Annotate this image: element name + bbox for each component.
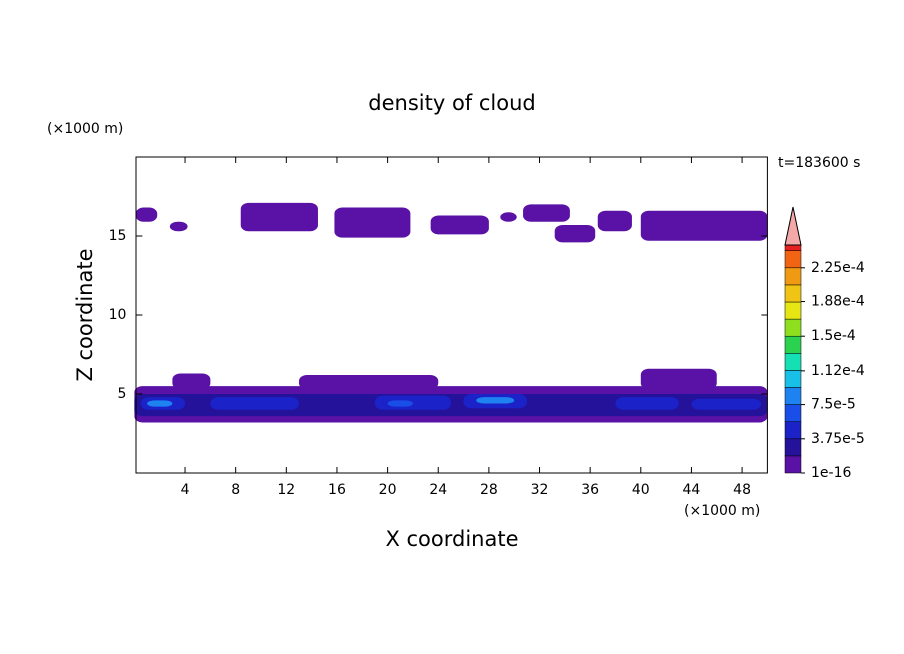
y-tick-label: 5 <box>117 386 126 402</box>
contour-region <box>523 204 570 222</box>
y-axis-label: Z coordinate <box>73 248 97 381</box>
contour-region <box>240 202 318 232</box>
colorbar-tick-label: 3.75e-5 <box>811 431 865 447</box>
colorbar-band <box>784 267 802 286</box>
colorbar-band <box>784 455 802 474</box>
colorbar-band <box>784 421 802 440</box>
x-tick-label: 36 <box>581 482 599 498</box>
x-tick-label: 40 <box>632 482 650 498</box>
contour-region <box>334 207 411 238</box>
contour-region <box>640 210 768 241</box>
contour-region <box>691 398 762 410</box>
colorbar-band <box>784 404 802 422</box>
contour-region <box>430 215 489 235</box>
contour-region <box>147 400 173 407</box>
contour-region <box>597 210 632 232</box>
colorbar-tick-label: 2.25e-4 <box>811 260 865 276</box>
colorbar-band <box>784 335 802 354</box>
colorbar-band <box>784 318 802 337</box>
colorbar-band <box>784 250 802 269</box>
colorbar-band <box>784 387 802 405</box>
contour-region <box>298 375 439 390</box>
plot-frame <box>135 156 768 474</box>
x-tick-label: 24 <box>429 482 447 498</box>
colorbar-tick-label: 1.12e-4 <box>811 363 865 379</box>
x-unit: (×1000 m) <box>684 503 760 519</box>
contour-region <box>210 397 299 410</box>
colorbar-band <box>784 370 802 388</box>
contour-region <box>640 368 717 390</box>
contour-region <box>374 395 451 410</box>
colorbar-extend <box>784 206 802 246</box>
x-tick-label: 12 <box>277 482 295 498</box>
y-tick-label: 15 <box>109 228 127 244</box>
y-unit: (×1000 m) <box>47 121 123 137</box>
colorbar-tick-label: 1.5e-4 <box>811 328 856 344</box>
colorbar-tick-label: 7.5e-5 <box>811 397 856 413</box>
x-tick-label: 44 <box>683 482 701 498</box>
contour-region <box>554 224 596 243</box>
colorbar-band <box>784 438 802 457</box>
contour-region <box>135 207 158 222</box>
contour-region <box>615 397 679 410</box>
contour-region <box>169 221 188 232</box>
contour-region <box>387 400 413 407</box>
colorbar-band <box>784 353 802 371</box>
colorbar-band <box>784 284 802 303</box>
x-tick-label: 16 <box>328 482 346 498</box>
colorbar-tick-label: 1.88e-4 <box>811 294 865 310</box>
colorbar-band <box>784 244 802 251</box>
y-tick-label: 10 <box>109 307 127 323</box>
x-tick-label: 8 <box>231 482 240 498</box>
contour-region <box>476 397 515 404</box>
chart-title: density of cloud <box>368 91 535 115</box>
x-tick-label: 28 <box>480 482 498 498</box>
contour-region <box>172 373 211 390</box>
x-tick-label: 32 <box>531 482 549 498</box>
colorbar-tick-label: 1e-16 <box>811 465 851 481</box>
x-tick-label: 20 <box>379 482 397 498</box>
time-label: t=183600 s <box>778 155 860 171</box>
x-tick-label: 4 <box>181 482 190 498</box>
colorbar-band <box>784 301 802 320</box>
x-tick-label: 48 <box>733 482 751 498</box>
x-axis-label: X coordinate <box>385 527 518 551</box>
contour-region <box>500 212 517 222</box>
